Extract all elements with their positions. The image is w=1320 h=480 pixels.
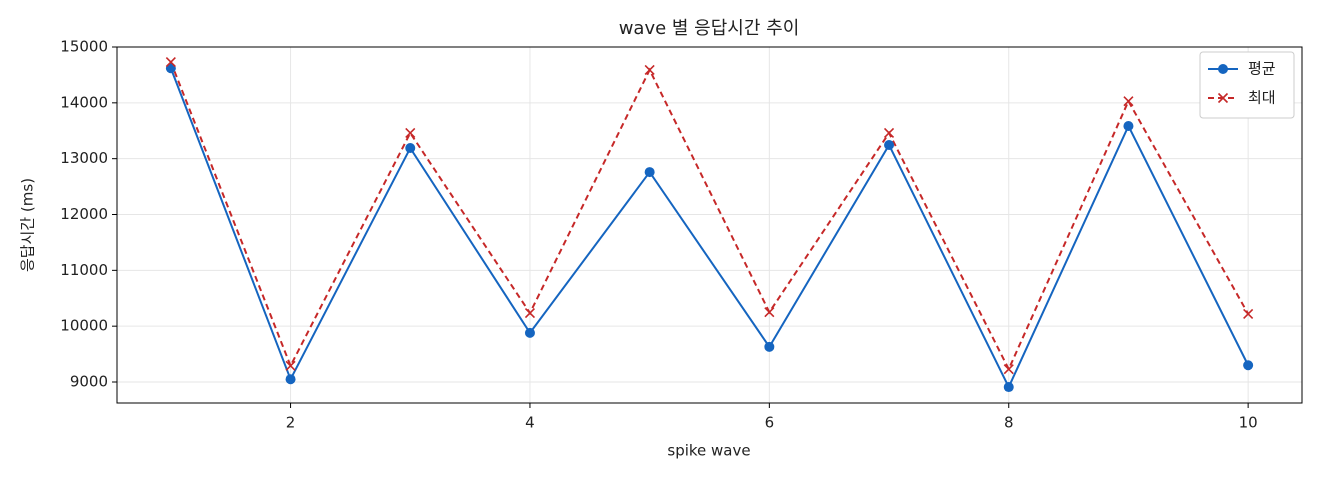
marker: [405, 143, 416, 154]
legend-marker: [1218, 64, 1228, 74]
marker: [1003, 364, 1014, 375]
chart-title: wave 별 응답시간 추이: [619, 18, 800, 39]
marker: [883, 127, 895, 139]
y-axis-label: 응답시간 (ms): [19, 178, 37, 272]
series-line: [169, 61, 1250, 372]
marker: [405, 127, 416, 139]
y-tick-label: 14000: [60, 93, 108, 111]
legend-label: 평균: [1248, 60, 1276, 78]
marker: [764, 341, 775, 352]
y-tick-label: 9000: [70, 373, 108, 391]
marker: [1243, 308, 1254, 319]
y-tick-label: 10000: [60, 317, 108, 335]
marker: [165, 63, 176, 74]
marker: [764, 307, 775, 318]
marker: [644, 64, 655, 75]
marker: [285, 374, 296, 385]
marker: [524, 327, 535, 338]
x-tick-label: 2: [286, 414, 296, 432]
x-tick-label: 8: [1004, 414, 1014, 432]
legend-box: [1199, 51, 1295, 119]
legend-label: 최대: [1248, 89, 1276, 107]
marker: [644, 167, 655, 178]
marker: [1003, 382, 1014, 393]
plot-frame: [116, 46, 1303, 404]
marker: [165, 57, 176, 68]
y-tick-label: 13000: [60, 149, 108, 167]
y-tick-label: 12000: [60, 205, 108, 223]
marker: [285, 360, 296, 371]
x-tick-label: 4: [525, 414, 535, 432]
legend-marker: [1217, 92, 1229, 104]
x-axis-label: spike wave: [667, 442, 750, 460]
marker: [1243, 360, 1254, 371]
marker: [524, 307, 536, 319]
marker: [1123, 96, 1134, 107]
marker: [884, 139, 895, 150]
x-tick-label: 6: [765, 414, 775, 432]
series-line: [169, 67, 1250, 390]
y-tick-label: 15000: [60, 38, 108, 56]
x-tick-label: 10: [1239, 414, 1258, 432]
marker: [1123, 121, 1134, 132]
y-tick-label: 11000: [60, 261, 108, 279]
